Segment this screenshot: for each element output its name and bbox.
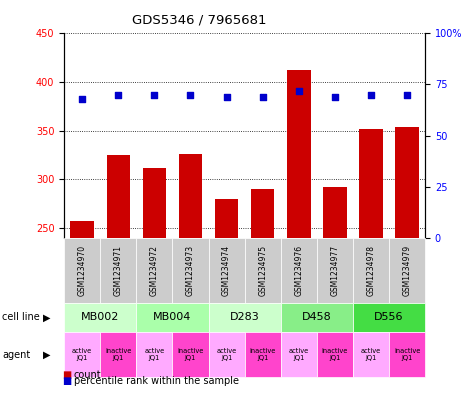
Text: active
JQ1: active JQ1 bbox=[72, 348, 92, 361]
Text: agent: agent bbox=[2, 350, 30, 360]
Text: active
JQ1: active JQ1 bbox=[289, 348, 309, 361]
Point bbox=[403, 92, 411, 98]
Text: inactive
JQ1: inactive JQ1 bbox=[322, 348, 348, 361]
Text: ▶: ▶ bbox=[43, 312, 50, 322]
Text: inactive
JQ1: inactive JQ1 bbox=[394, 348, 420, 361]
Text: GSM1234972: GSM1234972 bbox=[150, 245, 159, 296]
Text: percentile rank within the sample: percentile rank within the sample bbox=[74, 376, 238, 386]
Point bbox=[187, 92, 194, 98]
Text: D556: D556 bbox=[374, 312, 404, 322]
Text: GSM1234977: GSM1234977 bbox=[331, 244, 339, 296]
Bar bbox=[395, 127, 419, 393]
Point bbox=[114, 92, 122, 98]
Text: D458: D458 bbox=[302, 312, 332, 322]
Point bbox=[151, 92, 158, 98]
Text: GSM1234970: GSM1234970 bbox=[78, 244, 86, 296]
Point bbox=[223, 94, 230, 100]
Bar bbox=[287, 70, 311, 393]
Point bbox=[78, 95, 86, 102]
Text: MB002: MB002 bbox=[81, 312, 119, 322]
Text: MB004: MB004 bbox=[153, 312, 191, 322]
Text: count: count bbox=[74, 369, 101, 380]
Text: inactive
JQ1: inactive JQ1 bbox=[105, 348, 132, 361]
Text: inactive
JQ1: inactive JQ1 bbox=[249, 348, 276, 361]
Text: cell line: cell line bbox=[2, 312, 40, 322]
Text: GSM1234973: GSM1234973 bbox=[186, 244, 195, 296]
Point bbox=[331, 94, 339, 100]
Text: ■: ■ bbox=[62, 376, 71, 386]
Text: GSM1234978: GSM1234978 bbox=[367, 245, 375, 296]
Text: active
JQ1: active JQ1 bbox=[217, 348, 237, 361]
Bar bbox=[106, 155, 130, 393]
Bar bbox=[142, 168, 166, 393]
Text: GSM1234974: GSM1234974 bbox=[222, 244, 231, 296]
Text: active
JQ1: active JQ1 bbox=[361, 348, 381, 361]
Bar bbox=[70, 221, 94, 393]
Point bbox=[259, 94, 266, 100]
Text: GSM1234976: GSM1234976 bbox=[294, 244, 303, 296]
Text: GSM1234971: GSM1234971 bbox=[114, 245, 123, 296]
Bar bbox=[251, 189, 275, 393]
Text: D283: D283 bbox=[230, 312, 259, 322]
Bar bbox=[323, 187, 347, 393]
Text: ■: ■ bbox=[62, 369, 71, 380]
Text: ▶: ▶ bbox=[43, 350, 50, 360]
Bar bbox=[359, 129, 383, 393]
Text: active
JQ1: active JQ1 bbox=[144, 348, 164, 361]
Bar bbox=[215, 199, 238, 393]
Text: GSM1234975: GSM1234975 bbox=[258, 244, 267, 296]
Point bbox=[367, 92, 375, 98]
Point bbox=[295, 88, 303, 94]
Text: GSM1234979: GSM1234979 bbox=[403, 244, 411, 296]
Bar bbox=[179, 154, 202, 393]
Text: inactive
JQ1: inactive JQ1 bbox=[177, 348, 204, 361]
Text: GDS5346 / 7965681: GDS5346 / 7965681 bbox=[132, 14, 267, 27]
